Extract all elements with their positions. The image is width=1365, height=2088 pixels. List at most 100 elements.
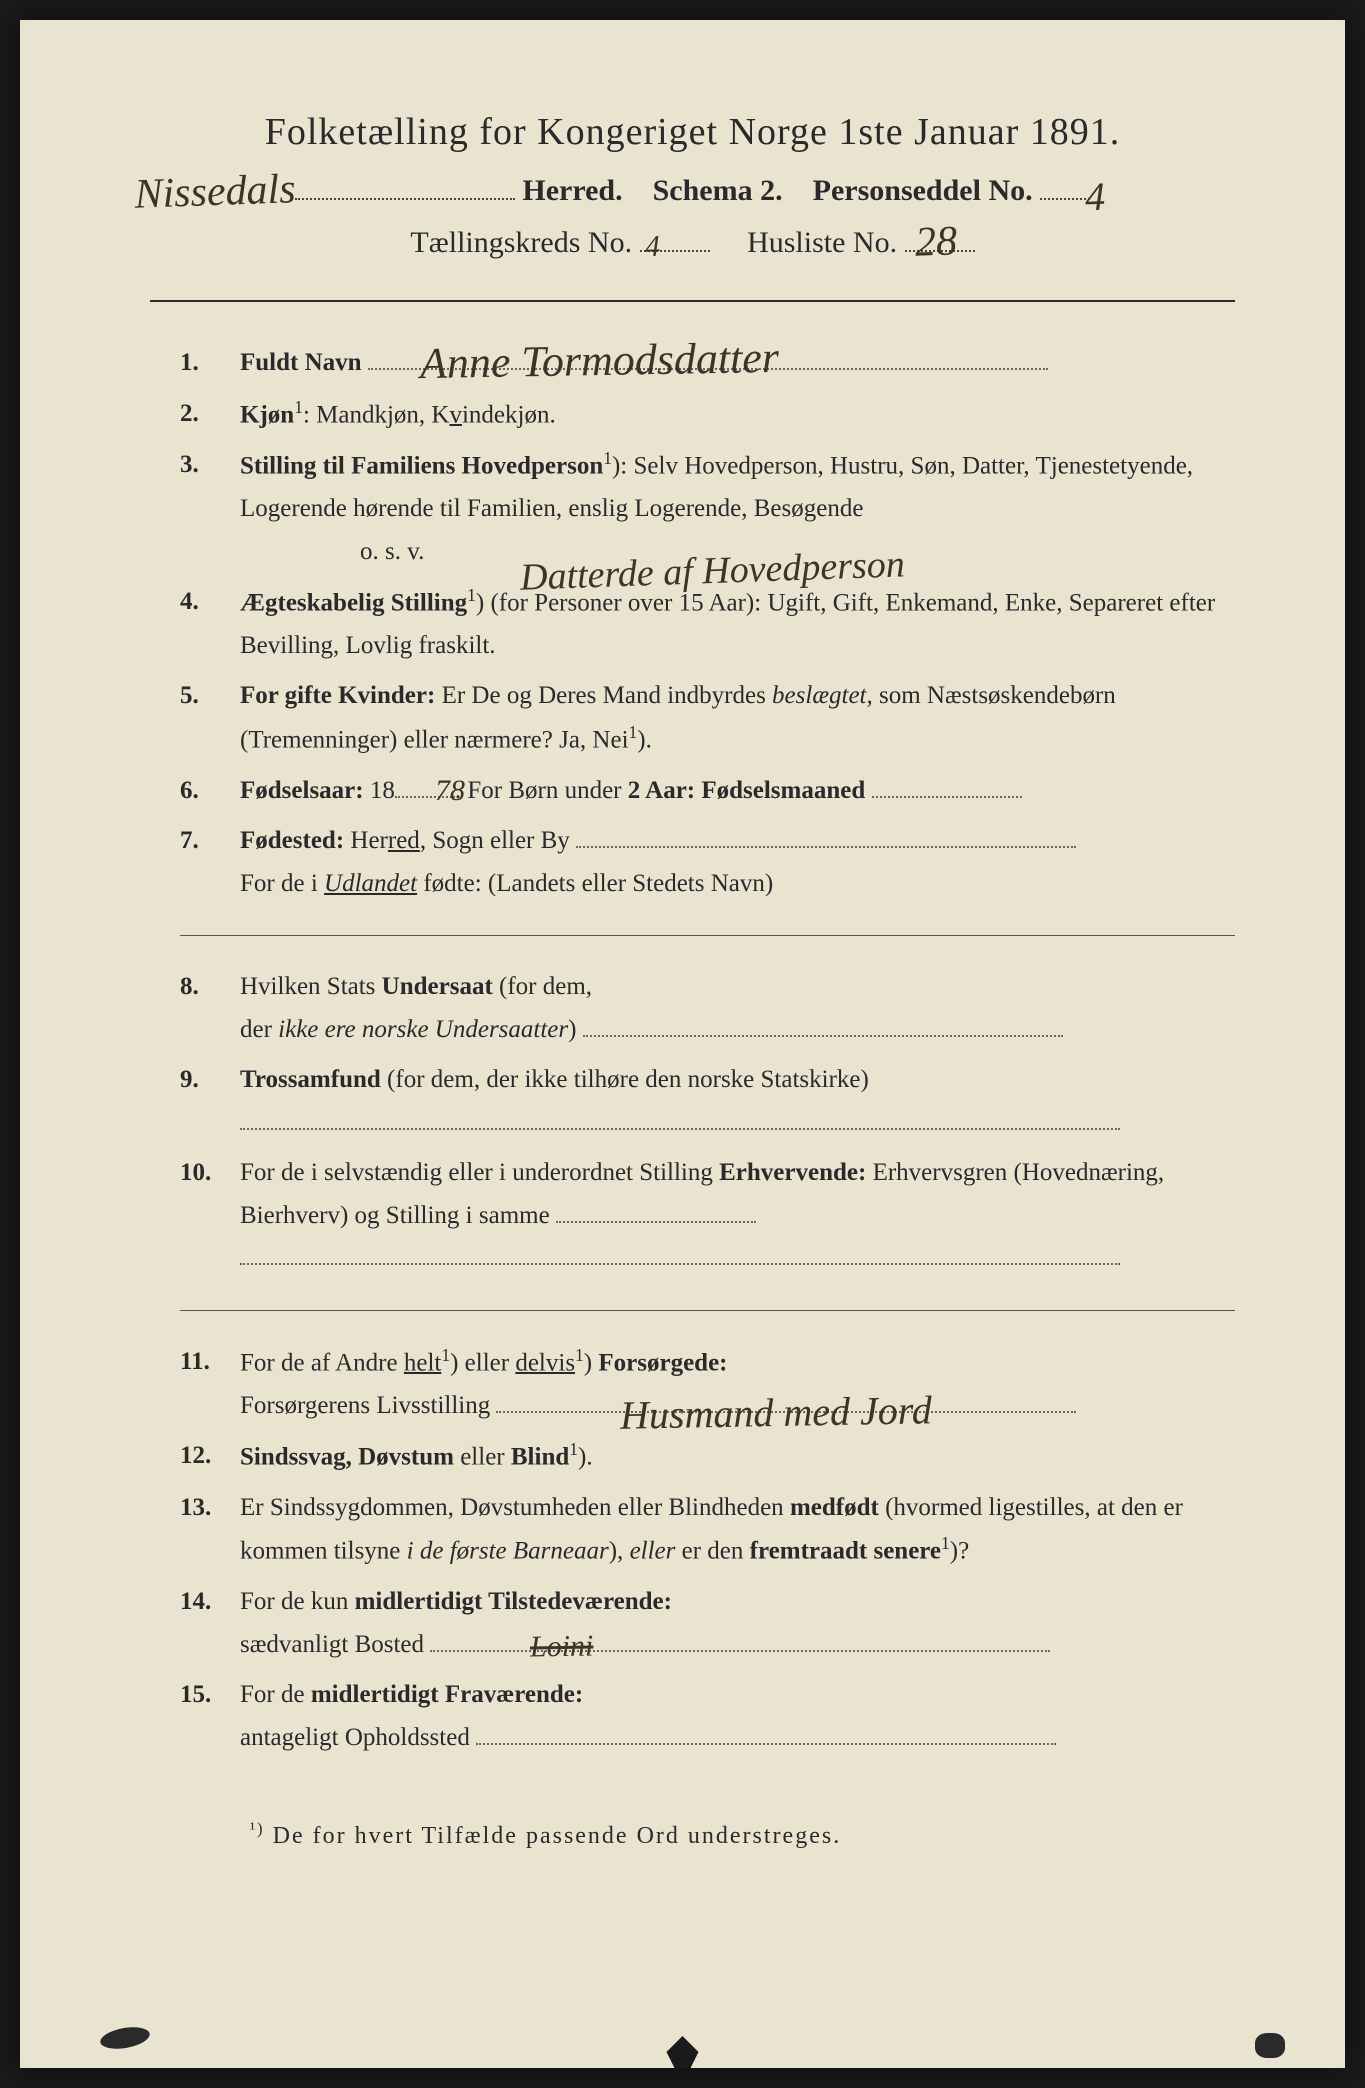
entry-content: Ægteskabelig Stilling1) (for Personer ov… <box>240 581 1235 667</box>
text1: Her <box>344 827 388 854</box>
line2-italic: Udlandet <box>324 870 417 897</box>
label: Undersaat <box>382 973 493 1000</box>
entry-13: 13. Er Sindssygdommen, Døvstumheden elle… <box>180 1487 1235 1573</box>
entry-num: 12. <box>180 1435 240 1479</box>
u1: helt <box>404 1349 442 1376</box>
text3: ), <box>609 1538 630 1565</box>
entry-content: Fødested: Herred, Sogn eller By For de i… <box>240 820 1235 905</box>
personseddel-field: 4 <box>1040 198 1090 200</box>
husliste-label: Husliste No. <box>747 226 897 259</box>
entry-content: For de midlertidigt Fraværende: antageli… <box>240 1674 1235 1759</box>
text: eller <box>454 1443 511 1470</box>
entry-content: Fuldt Navn Anne Tormodsdatter <box>240 342 1235 385</box>
u2: delvis <box>515 1349 575 1376</box>
herred-label: Herred. <box>522 174 622 207</box>
form-header: Folketælling for Kongeriget Norge 1ste J… <box>150 110 1235 260</box>
entry-6: 6. Fødselsaar: 1878. For Børn under 2 Aa… <box>180 770 1235 813</box>
entry-3: 3. Stilling til Familiens Hovedperson1):… <box>180 444 1235 573</box>
label: Trossamfund <box>240 1066 381 1093</box>
entry-num: 4. <box>180 581 240 667</box>
personseddel-label: Personseddel No. <box>813 174 1033 207</box>
line2-italic: ikke ere norske Undersaatter <box>278 1016 568 1043</box>
line2a: For de i <box>240 870 324 897</box>
entry-content: For de kun midlertidigt Tilstedeværende:… <box>240 1581 1235 1666</box>
line2: der <box>240 1016 278 1043</box>
suffix: )? <box>950 1538 969 1565</box>
header-divider <box>150 300 1235 302</box>
kreds-value: 4 <box>644 230 660 265</box>
entry-10: 10. For de i selvstændig eller i underor… <box>180 1152 1235 1280</box>
kreds-line: Tællingskreds No. 4 Husliste No. 28 <box>150 226 1235 260</box>
entry-num: 3. <box>180 444 240 573</box>
entry-num: 7. <box>180 820 240 905</box>
footnote-marker: ¹) <box>250 1819 265 1838</box>
entry-content: Fødselsaar: 1878. For Børn under 2 Aar: … <box>240 770 1235 813</box>
entry-content: For de af Andre helt1) eller delvis1) Fo… <box>240 1341 1235 1427</box>
entry-content: Kjøn1: Mandkjøn, Kvindekjøn. <box>240 393 1235 437</box>
entry-num: 14. <box>180 1581 240 1666</box>
field <box>240 1128 1120 1130</box>
line2: antageligt Opholdssted <box>240 1724 470 1751</box>
text: : Mandkjøn, K <box>303 401 450 428</box>
text1: For de i selvstændig eller i underordnet… <box>240 1159 719 1186</box>
text2: ) eller <box>450 1349 515 1376</box>
label: For gifte Kvinder: <box>240 682 435 709</box>
text: Er De og Deres Mand indbyrdes <box>435 682 772 709</box>
value: Loini <box>530 1621 594 1673</box>
entry-12: 12. Sindssvag, Døvstum eller Blind1). <box>180 1435 1235 1479</box>
personseddel-value: 4 <box>1084 173 1106 221</box>
line2: Forsørgerens Livsstilling <box>240 1392 490 1419</box>
entry-content: For de i selvstændig eller i underordnet… <box>240 1152 1235 1280</box>
label: Erhvervende: <box>719 1159 866 1186</box>
section-divider-1 <box>180 935 1235 936</box>
line2: sædvanligt Bosted <box>240 1631 424 1658</box>
italic1: i de første Barneaar <box>407 1538 609 1565</box>
label: Stilling til Familiens Hovedperson <box>240 453 603 480</box>
entry-content: Sindssvag, Døvstum eller Blind1). <box>240 1435 1235 1479</box>
suffix: ). <box>578 1443 593 1470</box>
section-divider-2 <box>180 1310 1235 1311</box>
main-title: Folketælling for Kongeriget Norge 1ste J… <box>150 110 1235 154</box>
entry-num: 10. <box>180 1152 240 1280</box>
entry-num: 13. <box>180 1487 240 1573</box>
label2: Blind <box>511 1443 569 1470</box>
entry-num: 9. <box>180 1059 240 1144</box>
entry-4: 4. Ægteskabelig Stilling1) (for Personer… <box>180 581 1235 667</box>
field <box>583 1035 1063 1037</box>
kreds-field: 4 <box>640 250 710 252</box>
year-prefix: 18 <box>364 777 395 804</box>
entry-1: 1. Fuldt Navn Anne Tormodsdatter <box>180 342 1235 385</box>
page-tear <box>643 2028 723 2068</box>
field <box>476 1743 1056 1745</box>
kreds-label: Tællingskreds No. <box>410 226 632 259</box>
bold2: 2 Aar: Fødselsmaaned <box>628 777 866 804</box>
label: Ægteskabelig Stilling <box>240 589 467 616</box>
entry-2: 2. Kjøn1: Mandkjøn, Kvindekjøn. <box>180 393 1235 437</box>
line2b: ) <box>568 1016 576 1043</box>
entry-num: 11. <box>180 1341 240 1427</box>
entry-5: 5. For gifte Kvinder: Er De og Deres Man… <box>180 675 1235 761</box>
entry-14: 14. For de kun midlertidigt Tilstedevære… <box>180 1581 1235 1666</box>
text2: , Sogn eller By <box>420 827 570 854</box>
form-body: 1. Fuldt Navn Anne Tormodsdatter 2. Kjøn… <box>150 342 1235 1759</box>
text2: (for dem, <box>493 973 592 1000</box>
entry-content: Stilling til Familiens Hovedperson1): Se… <box>240 444 1235 573</box>
text4: er den <box>675 1538 749 1565</box>
text: (for dem, der ikke tilhøre den norske St… <box>381 1066 869 1093</box>
text2: . For Børn under <box>455 777 628 804</box>
label: Kjøn <box>240 401 294 428</box>
label: midlertidigt Fraværende: <box>311 1681 583 1708</box>
husliste-value: 28 <box>914 217 958 266</box>
entry-num: 6. <box>180 770 240 813</box>
entry-7: 7. Fødested: Herred, Sogn eller By For d… <box>180 820 1235 905</box>
entry-num: 8. <box>180 966 240 1051</box>
entry-content: Er Sindssygdommen, Døvstumheden eller Bl… <box>240 1487 1235 1573</box>
herred-line: Nissedals Herred. Schema 2. Personseddel… <box>150 174 1235 208</box>
name-value: Anne Tormodsdatter <box>419 321 779 402</box>
field <box>556 1221 756 1223</box>
bold2: fremtraadt senere <box>750 1538 941 1565</box>
text2: indekjøn. <box>462 401 556 428</box>
footnote: ¹) De for hvert Tilfælde passende Ord un… <box>150 1819 1235 1850</box>
entry-9: 9. Trossamfund (for dem, der ikke tilhør… <box>180 1059 1235 1144</box>
label: midlertidigt Tilstedeværende: <box>355 1588 672 1615</box>
